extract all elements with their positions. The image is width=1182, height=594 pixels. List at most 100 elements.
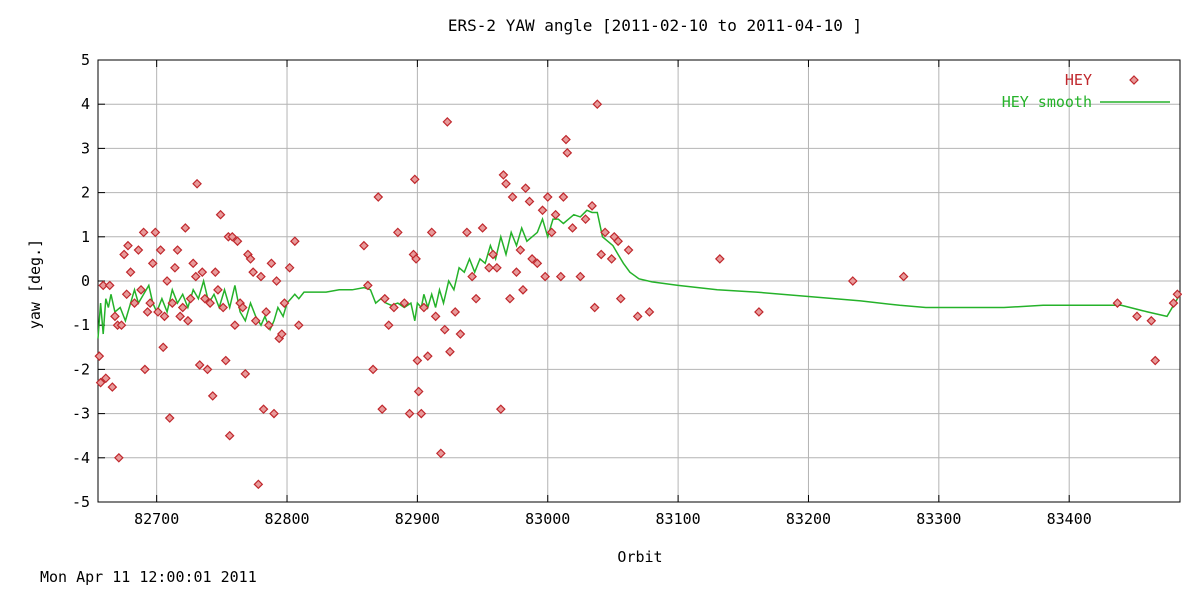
hey-point (257, 273, 265, 281)
hey-point (144, 308, 152, 316)
y-tick-label: 1 (81, 228, 90, 246)
hey-point (485, 264, 493, 272)
hey-point (249, 268, 257, 276)
hey-point (588, 202, 596, 210)
hey-point (441, 326, 449, 334)
hey-point (900, 273, 908, 281)
hey-point (424, 352, 432, 360)
hey-point (516, 246, 524, 254)
hey-point (374, 193, 382, 201)
hey-point (108, 383, 116, 391)
hey-point (124, 242, 132, 250)
legend-label-hey-smooth: HEY smooth (1002, 93, 1092, 111)
hey-point (196, 361, 204, 369)
hey-point (174, 246, 182, 254)
hey-point (557, 273, 565, 281)
hey-point (163, 277, 171, 285)
y-tick-label: 0 (81, 272, 90, 290)
hey-point (593, 100, 601, 108)
hey-point (189, 259, 197, 267)
hey-point (378, 405, 386, 413)
hey-point (360, 242, 368, 250)
hey-point (497, 405, 505, 413)
y-tick-label: -1 (72, 316, 90, 334)
hey-point (226, 432, 234, 440)
hey-point (472, 295, 480, 303)
hey-point (576, 273, 584, 281)
hey-point (582, 215, 590, 223)
y-tick-labels: -5-4-3-2-1012345 (72, 51, 90, 511)
hey-point (437, 449, 445, 457)
hey-point (617, 295, 625, 303)
legend-marker-hey (1130, 76, 1138, 84)
x-tick-label: 82700 (134, 510, 179, 528)
legend-label-hey: HEY (1065, 71, 1092, 89)
hey-point (198, 268, 206, 276)
hey-point (106, 281, 114, 289)
hey-point (184, 317, 192, 325)
hey-point (625, 246, 633, 254)
y-tick-label: 5 (81, 51, 90, 69)
hey-point (562, 136, 570, 144)
hey-point (159, 343, 167, 351)
hey-point (231, 321, 239, 329)
hey-point (176, 312, 184, 320)
hey-point (214, 286, 222, 294)
hey-point (406, 410, 414, 418)
hey-point (369, 365, 377, 373)
hey-point (123, 290, 131, 298)
hey-point (432, 312, 440, 320)
legend: HEY HEY smooth (1002, 71, 1170, 111)
hey-point (443, 118, 451, 126)
hey-series (95, 100, 1181, 488)
hey-point (179, 304, 187, 312)
hey-point (591, 304, 599, 312)
hey-point (552, 211, 560, 219)
hey-point (1147, 317, 1155, 325)
hey-point (267, 259, 275, 267)
y-tick-label: 2 (81, 184, 90, 202)
hey-point (134, 246, 142, 254)
hey-point (428, 228, 436, 236)
hey-point (211, 268, 219, 276)
grid (98, 60, 1180, 502)
hey-point (506, 295, 514, 303)
x-tick-label: 83300 (916, 510, 961, 528)
x-tick-label: 83400 (1047, 510, 1092, 528)
hey-point (381, 295, 389, 303)
hey-point (525, 197, 533, 205)
hey-point (252, 317, 260, 325)
y-tick-label: 3 (81, 139, 90, 157)
hey-point (241, 370, 249, 378)
hey-point (254, 480, 262, 488)
x-tick-label: 83100 (656, 510, 701, 528)
hey-point (140, 228, 148, 236)
hey-point (417, 410, 425, 418)
hey-point (146, 299, 154, 307)
hey-point (222, 357, 230, 365)
y-axis-label: yaw [deg.] (26, 239, 44, 329)
hey-point (544, 193, 552, 201)
hey-point (394, 228, 402, 236)
hey-point (209, 392, 217, 400)
hey-point (260, 405, 268, 413)
hey-point (273, 277, 281, 285)
y-tick-label: -4 (72, 449, 90, 467)
x-axis-label: Orbit (617, 548, 662, 566)
hey-point (166, 414, 174, 422)
hey-point (415, 388, 423, 396)
y-tick-label: -5 (72, 493, 90, 511)
hey-point (502, 180, 510, 188)
hey-point (849, 277, 857, 285)
hey-point (479, 224, 487, 232)
hey-point (634, 312, 642, 320)
hey-point (270, 410, 278, 418)
y-tick-label: -2 (72, 360, 90, 378)
hey-point (151, 228, 159, 236)
hey-point (463, 228, 471, 236)
hey-point (519, 286, 527, 294)
hey-point (291, 237, 299, 245)
hey-point (413, 357, 421, 365)
hey-point (608, 255, 616, 263)
